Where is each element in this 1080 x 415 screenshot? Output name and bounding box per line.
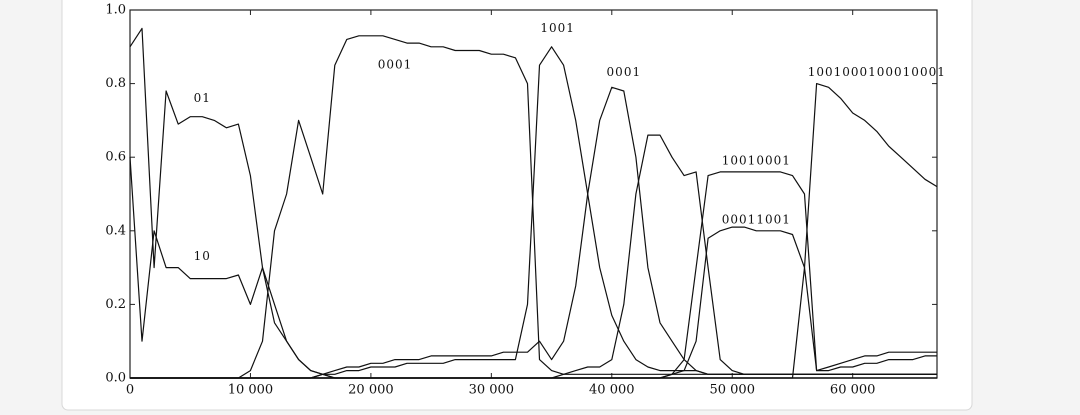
series-label: 10010001: [722, 153, 791, 167]
x-tick-label: 40 000: [589, 383, 635, 398]
series-label: 01: [194, 91, 211, 105]
series-label: 00011001: [722, 212, 791, 226]
x-tick-label: 0: [126, 383, 134, 398]
y-tick-label: 0.2: [105, 297, 126, 312]
x-tick-label: 30 000: [469, 383, 515, 398]
x-tick-label: 60 000: [830, 383, 876, 398]
y-tick-label: 0.6: [105, 150, 126, 165]
series-line: [130, 83, 938, 379]
series-label: 0001: [607, 65, 642, 79]
y-tick-label: 1.0: [105, 3, 126, 18]
series-label: 1001: [540, 21, 575, 35]
series-label: 0001: [378, 58, 413, 72]
x-tick-label: 10 000: [228, 383, 274, 398]
x-tick-label: 20 000: [348, 383, 394, 398]
series-label: 1001000100010001: [808, 65, 946, 79]
y-tick-label: 0.8: [105, 76, 126, 91]
card: [61, 0, 973, 411]
y-tick-label: 0.0: [105, 371, 126, 386]
y-tick-label: 0.4: [105, 223, 126, 238]
x-tick-label: 50 000: [709, 383, 755, 398]
series-label: 10: [194, 249, 211, 263]
